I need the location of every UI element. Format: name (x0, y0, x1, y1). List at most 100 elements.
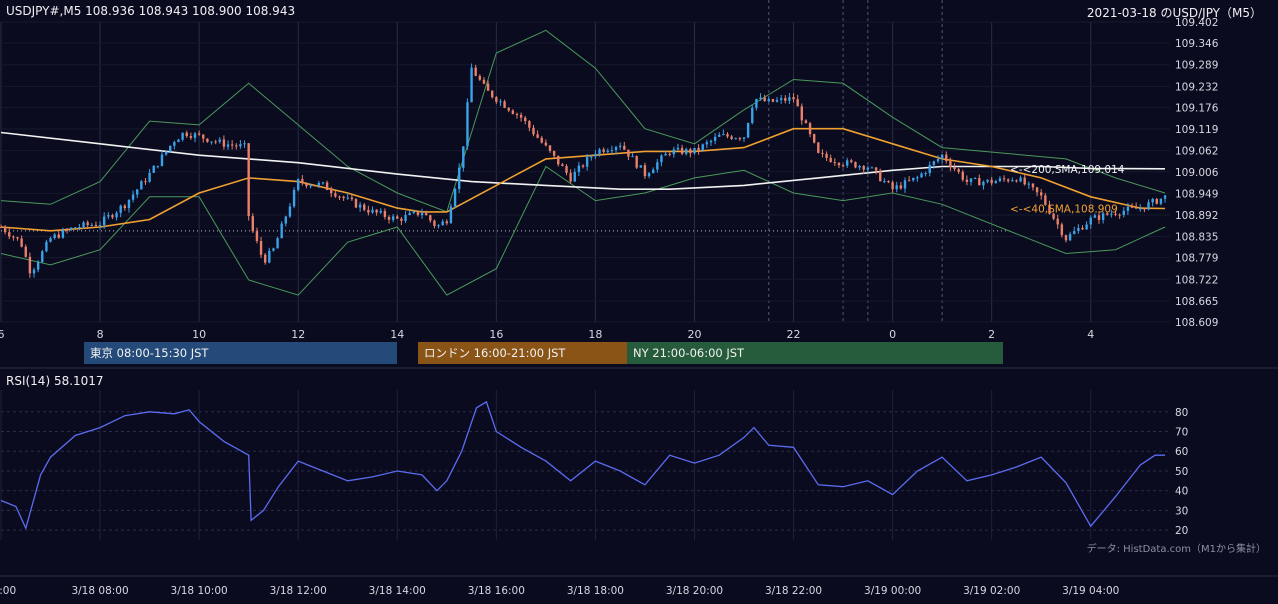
candle-body (57, 234, 60, 238)
price-x-tick: 6 (0, 328, 5, 341)
candle-body (895, 185, 898, 190)
candle-body (1101, 213, 1105, 220)
candle-body (536, 134, 539, 138)
candle-body (90, 224, 94, 226)
candle-body (515, 113, 519, 115)
candle-body (1151, 198, 1154, 203)
candle-body (1093, 215, 1097, 218)
candle-body (1097, 215, 1101, 220)
candle-body (420, 213, 424, 216)
candle-body (994, 181, 998, 184)
candle-body (462, 146, 465, 168)
candle-body (136, 189, 139, 195)
candle-body (945, 154, 948, 162)
candle-body (1052, 213, 1055, 219)
candle-body (317, 182, 321, 186)
candle-body (28, 256, 32, 274)
candle-body (457, 167, 461, 189)
candle-body (742, 137, 746, 139)
axis-labels: 6 06:00 8 3/18 08:00 10 3/18 10:00 12 3/18 12:0… (0, 17, 1219, 597)
candle-body (1130, 206, 1134, 208)
candle-body (957, 169, 960, 172)
candle-body (429, 215, 432, 221)
candle-body (821, 152, 824, 154)
rsi-y-tick: 60 (1175, 446, 1188, 458)
candle-body (565, 166, 568, 173)
candle-body (466, 102, 469, 147)
candle-body (193, 133, 197, 138)
candle-body (32, 269, 36, 274)
candle-body (982, 181, 985, 186)
bollinger-lower (0, 165, 1166, 296)
price-x-tick: 20 (687, 328, 701, 341)
candle-body (1134, 207, 1138, 209)
candle-body (1159, 198, 1163, 204)
price-x-tick: 0 (889, 328, 896, 341)
rsi-series-line (0, 400, 1165, 531)
candle-body (850, 160, 853, 162)
price-y-tick: 108.779 (1175, 253, 1218, 265)
candle-body (486, 83, 490, 91)
candle-body (812, 134, 816, 143)
candle-body (598, 149, 601, 154)
price-y-tick: 109.062 (1175, 146, 1218, 158)
candle-body (887, 181, 890, 183)
candle-body (478, 75, 482, 80)
candle-body (424, 213, 428, 216)
candle-body (916, 177, 919, 179)
candle-body (837, 162, 841, 166)
candle-body (874, 167, 878, 171)
candle-body (255, 231, 259, 242)
candle-body (65, 229, 69, 231)
candle-body (111, 215, 114, 218)
price-y-tick: 108.609 (1175, 317, 1218, 329)
candle-body (148, 172, 151, 182)
candle-body (552, 150, 556, 156)
candle-body (817, 142, 820, 153)
candle-body (1015, 180, 1018, 182)
candle-body (713, 136, 717, 141)
candle-body (214, 141, 217, 143)
candle-body (433, 220, 436, 226)
candle-body (12, 236, 15, 238)
candle-body (771, 99, 775, 102)
candle-body (734, 138, 737, 140)
candle-body (1048, 204, 1051, 214)
candle-body (978, 178, 981, 186)
candle-body (507, 107, 510, 111)
candle-body (899, 185, 903, 189)
rsi-x-tick: 3/19 02:00 (963, 585, 1020, 597)
candle-body (511, 110, 515, 114)
candle-body (726, 134, 729, 137)
candle-body (321, 182, 325, 184)
candle-body (986, 179, 989, 182)
candle-body (41, 251, 44, 263)
candle-body (879, 170, 882, 182)
candle-body (284, 216, 288, 224)
candle-body (3, 227, 7, 233)
candle-body (767, 99, 770, 102)
candle-body (755, 98, 758, 108)
price-y-tick: 109.176 (1175, 102, 1219, 114)
candle-body (903, 180, 907, 189)
candle-body (86, 222, 89, 226)
candle-body (441, 221, 444, 226)
candle-body (325, 182, 329, 191)
candle-body (408, 212, 411, 216)
session-london: ロンドン 16:00-21:00 JST (418, 342, 627, 364)
sma40-label: <-<40,SMA,108.909 (1010, 204, 1118, 216)
candle-body (20, 238, 23, 247)
candle-body (144, 181, 147, 183)
candle-body (247, 143, 250, 217)
candle-body (528, 121, 531, 128)
candle-body (961, 171, 964, 180)
candle-body (912, 177, 915, 181)
rsi-line (0, 400, 1165, 531)
candle-body (577, 165, 581, 172)
candle-body (74, 227, 77, 229)
price-y-tick: 108.835 (1175, 232, 1218, 244)
candle-body (197, 133, 201, 135)
candle-body (0, 227, 3, 229)
